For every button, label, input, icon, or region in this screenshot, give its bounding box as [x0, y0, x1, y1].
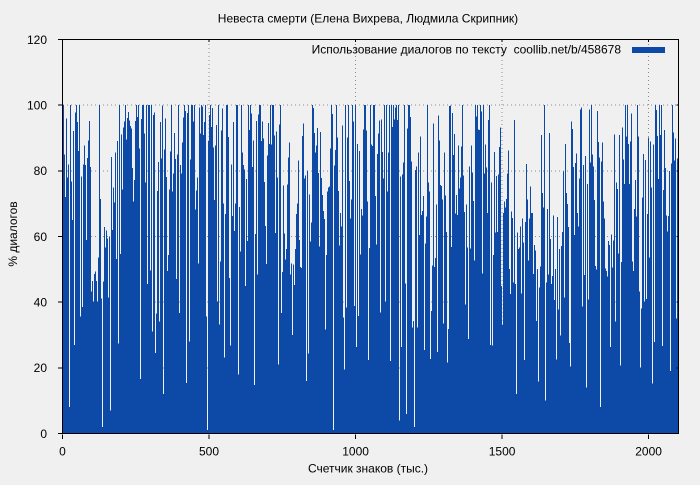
svg-text:Счетчик знаков (тыс.): Счетчик знаков (тыс.): [308, 462, 428, 476]
svg-text:2000: 2000: [635, 445, 662, 459]
svg-text:0: 0: [59, 445, 66, 459]
svg-text:120: 120: [27, 33, 47, 47]
svg-text:40: 40: [34, 296, 48, 310]
svg-text:20: 20: [34, 361, 48, 375]
svg-text:60: 60: [34, 230, 48, 244]
svg-text:Невеста смерти (Елена Вихрева,: Невеста смерти (Елена Вихрева, Людмила С…: [218, 12, 518, 26]
svg-text:80: 80: [34, 164, 48, 178]
svg-text:1500: 1500: [489, 445, 516, 459]
svg-text:Использование диалогов по текс: Использование диалогов по тексту coollib…: [312, 43, 622, 57]
svg-text:0: 0: [40, 427, 47, 441]
svg-text:% диалогов: % диалогов: [6, 201, 20, 266]
svg-text:1000: 1000: [342, 445, 369, 459]
svg-text:100: 100: [27, 99, 47, 113]
svg-text:500: 500: [199, 445, 219, 459]
